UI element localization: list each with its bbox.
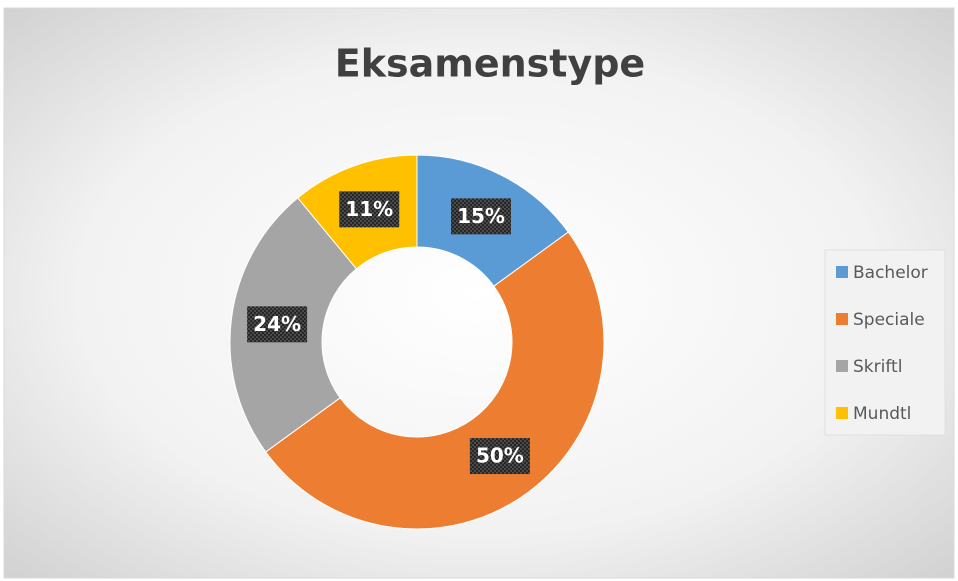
data-label-box xyxy=(469,438,530,475)
data-label: 24% xyxy=(253,312,301,336)
legend-swatch xyxy=(836,313,848,325)
legend-label: Mundtl xyxy=(853,404,911,424)
chart-title: Eksamenstype xyxy=(335,42,645,86)
data-label: 15% xyxy=(457,204,505,228)
legend-label: Skriftl xyxy=(853,357,902,377)
data-label: 50% xyxy=(476,444,524,468)
legend-swatch xyxy=(836,407,848,419)
data-label-box xyxy=(451,198,512,235)
legend-label: Speciale xyxy=(853,310,925,330)
legend-swatch xyxy=(836,266,848,278)
data-label: 11% xyxy=(345,197,393,221)
legend-swatch xyxy=(836,360,848,372)
data-label-box xyxy=(247,306,308,343)
data-label-box xyxy=(339,191,400,228)
legend-label: Bachelor xyxy=(853,263,928,283)
legend xyxy=(824,249,946,436)
